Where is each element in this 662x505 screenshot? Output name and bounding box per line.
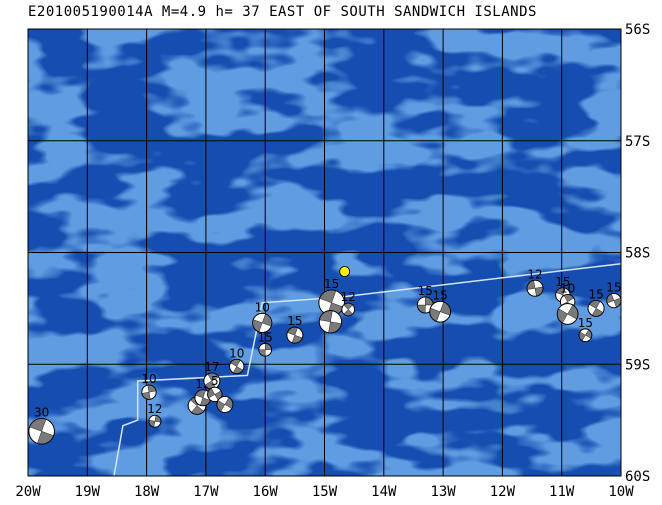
focal-mechanism xyxy=(148,414,162,428)
focal-mechanism xyxy=(526,279,544,297)
focal-mechanism xyxy=(341,302,356,317)
longitude-label: 20W xyxy=(15,484,41,500)
depth-label: 10 xyxy=(255,300,270,314)
focal-mechanism xyxy=(28,418,55,445)
depth-label: 12 xyxy=(147,402,162,416)
map-border xyxy=(27,28,622,477)
latitude-label: 60S xyxy=(625,469,650,485)
focal-mechanism xyxy=(286,326,304,344)
longitude-label: 11W xyxy=(549,484,575,500)
focal-mechanism xyxy=(318,289,345,316)
depth-label: 15 xyxy=(588,287,603,301)
depth-label: 15 xyxy=(418,284,433,298)
depth-label: 12 xyxy=(527,267,542,281)
depth-label: 10 xyxy=(229,346,244,360)
focal-mechanism xyxy=(258,342,273,357)
focal-mechanism xyxy=(606,292,622,309)
focal-mechanism xyxy=(141,384,157,400)
depth-label: 15 xyxy=(606,280,621,294)
latitude-labels: 56S 57S 58S 59S 60S xyxy=(625,22,650,485)
focal-mechanism xyxy=(429,300,451,323)
longitude-label: 14W xyxy=(371,484,397,500)
focal-mechanism xyxy=(587,299,605,317)
depth-label: 30 xyxy=(34,406,49,420)
latitude-label: 59S xyxy=(625,357,650,373)
depth-label: 15 xyxy=(578,316,593,330)
longitude-label: 12W xyxy=(490,484,516,500)
longitude-label: 13W xyxy=(430,484,456,500)
focal-mechanism xyxy=(252,312,273,333)
focal-mechanism xyxy=(216,396,234,413)
depth-label: 15 xyxy=(555,275,570,289)
depth-label: 17 xyxy=(204,360,219,374)
longitude-label: 16W xyxy=(253,484,279,500)
longitude-label: 15W xyxy=(312,484,338,500)
depth-label: 15 xyxy=(432,288,447,302)
depth-label: 10 xyxy=(141,372,156,386)
depth-label: 15 xyxy=(324,277,339,291)
epicenter-marker xyxy=(339,266,351,277)
depth-label: 10 xyxy=(560,281,575,295)
focal-mechanism xyxy=(556,303,579,325)
longitude-label: 19W xyxy=(75,484,101,500)
latitude-label: 58S xyxy=(625,246,650,262)
longitude-label: 10W xyxy=(608,484,634,500)
latitude-label: 56S xyxy=(625,22,650,38)
latitude-label: 57S xyxy=(625,134,650,150)
depth-label: 15 xyxy=(287,314,302,328)
map-title: E201005190014A M=4.9 h= 37 EAST OF SOUTH… xyxy=(28,4,537,20)
focal-mechanism xyxy=(578,328,593,342)
longitude-labels: 20W 19W 18W 17W 16W 15W 14W 13W 12W 11W 10W xyxy=(15,484,634,500)
depth-label: 15 xyxy=(258,330,273,344)
depth-label: 5 xyxy=(211,374,219,388)
focal-mechanism xyxy=(318,310,343,334)
focal-mechanism xyxy=(203,372,221,390)
longitude-label: 18W xyxy=(134,484,160,500)
longitude-label: 17W xyxy=(193,484,219,500)
focal-mechanism xyxy=(229,358,245,375)
depth-label: 12 xyxy=(341,290,356,304)
